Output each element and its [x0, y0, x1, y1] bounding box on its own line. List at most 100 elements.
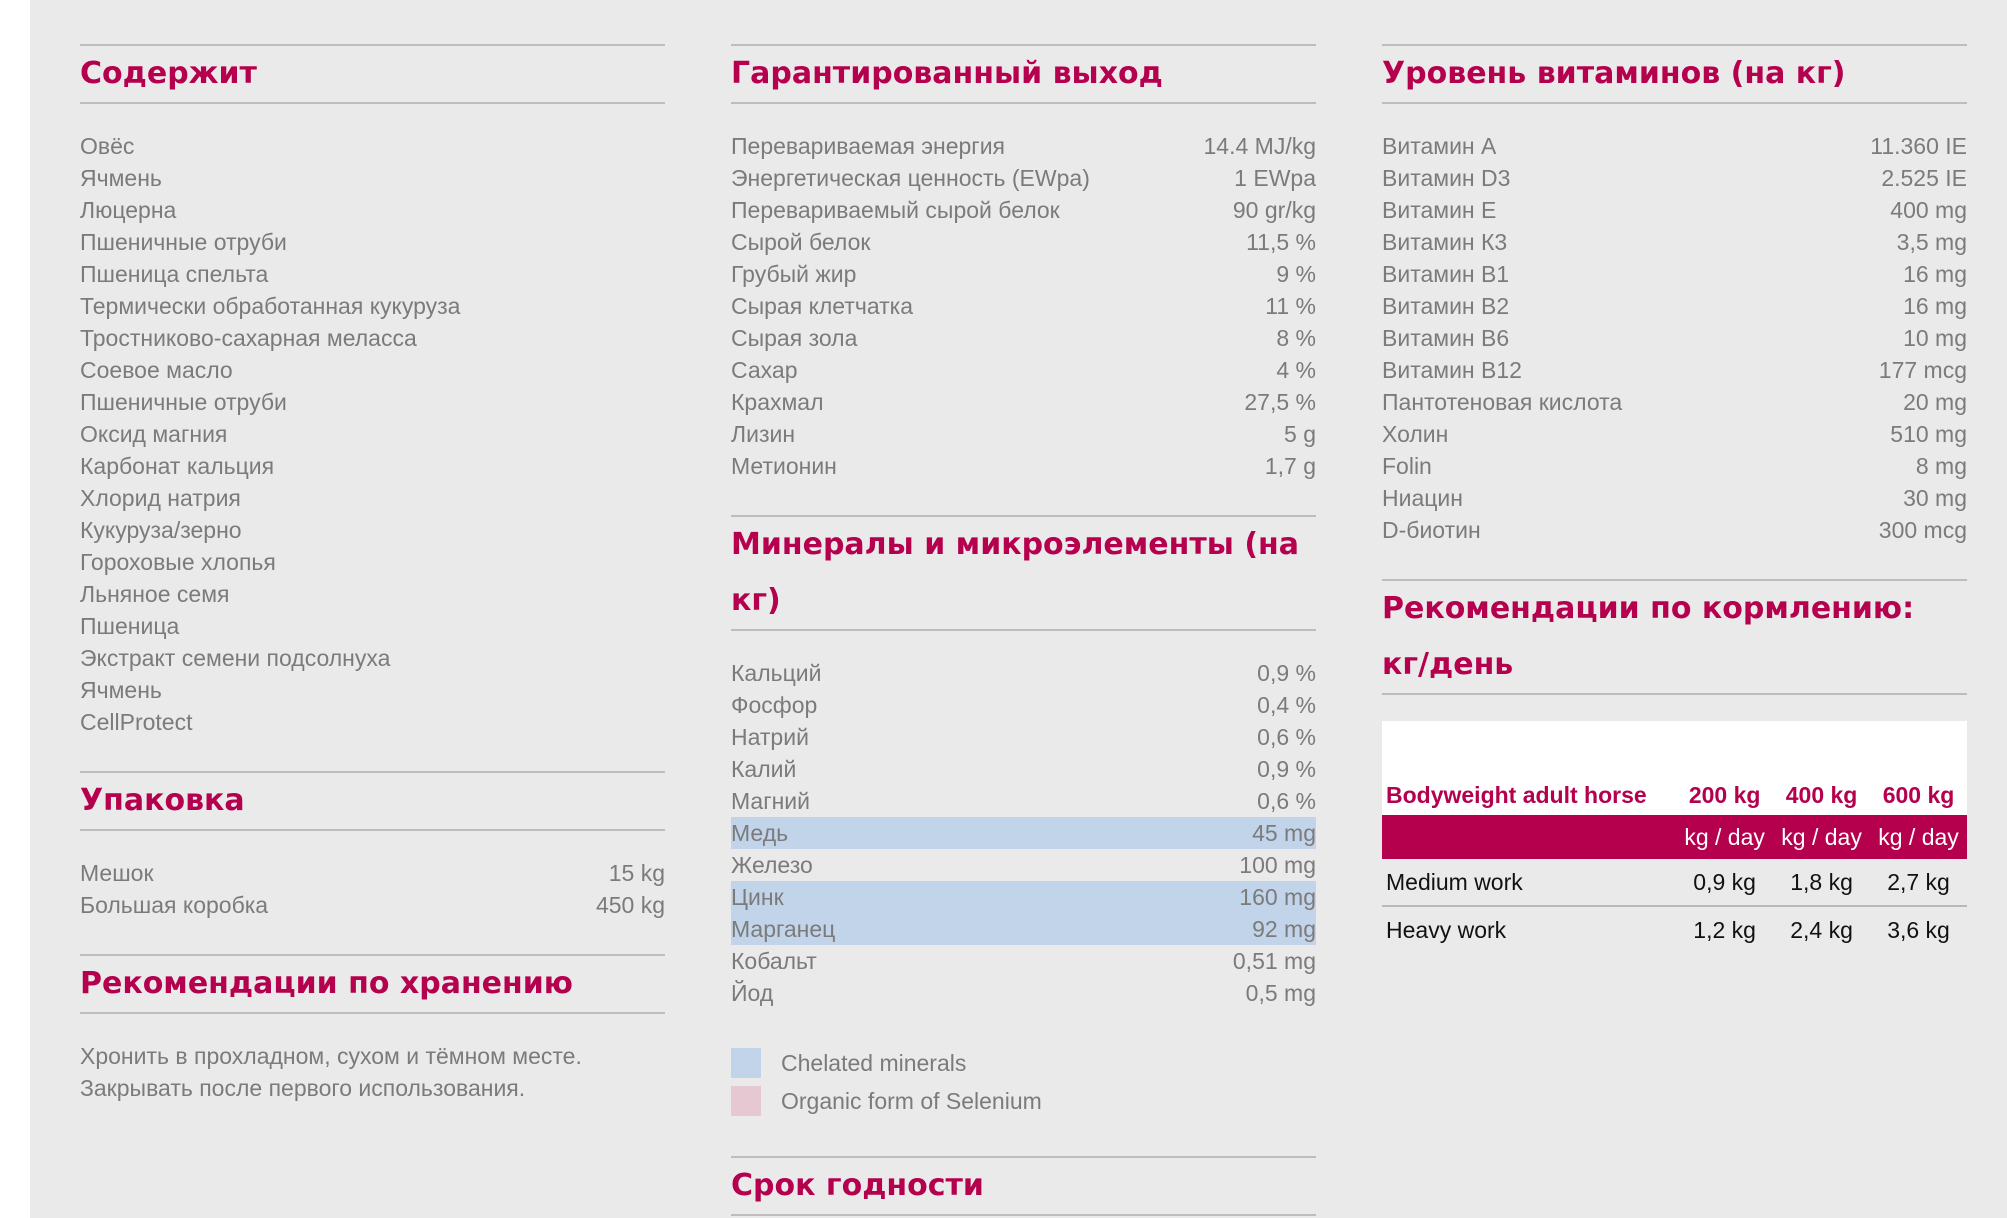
list-item: Оксид магния [80, 421, 228, 447]
row-value: 8 mg [1915, 452, 1967, 479]
minerals-title-line2: кг) [731, 583, 781, 618]
contains-list: Овёс Ячмень Люцерна Пшеничные отруби Пшеница… [80, 104, 665, 738]
row-label: Витамин В2 [1382, 292, 1510, 319]
row-value: 177 mcg [1878, 356, 1967, 383]
row-label: Folin [1382, 452, 1432, 479]
table-row: Крахмал 27,5 % [731, 386, 1316, 418]
row-label: Пантотеновая кислота [1382, 388, 1623, 415]
table-row: Калий 0,9 % [731, 753, 1316, 785]
table-row: Магний 0,6 % [731, 785, 1316, 817]
unit-label: kg / day [1773, 815, 1871, 859]
row-label: Энергетическая ценность (EWpa) [731, 164, 1090, 191]
table-row: Лизин 5 g [731, 418, 1316, 450]
storage-line: Хронить в прохладном, сухом и тёмном мес… [80, 1043, 582, 1069]
list-item: Пшеница спельта [80, 261, 269, 287]
row-label: Витамин В1 [1382, 260, 1510, 287]
guaranteed-title: Гарантированный выход [731, 46, 1316, 104]
row-value: 4 % [1276, 356, 1316, 383]
row-label: Лизин [731, 420, 796, 447]
storage-text: Хронить в прохладном, сухом и тёмном мес… [80, 1014, 665, 1104]
row-label: Большая коробка [80, 891, 269, 918]
table-row: Большая коробка 450 kg [80, 889, 665, 921]
packaging-section: Упаковка Мешок 15 kg Большая коробка 450 kg [80, 771, 665, 921]
column-left: Содержит Овёс Ячмень Люцерна Пшеничные отру… [80, 44, 665, 1104]
row-value: 0,9 % [1257, 659, 1316, 686]
guaranteed-section: Гарантированный выход Перевариваемая эне… [731, 44, 1316, 482]
row-value: 5 g [1284, 420, 1316, 447]
table-row: Пантотеновая кислота 20 mg [1382, 386, 1967, 418]
table-row: Цинк 160 mg [731, 881, 1316, 913]
row-label: Сахар [731, 356, 798, 383]
feed-amount: 3,6 kg [1870, 906, 1967, 953]
table-row: Витамин В6 10 mg [1382, 322, 1967, 354]
legend-swatch [731, 1086, 761, 1116]
list-item: Экстракт семени подсолнуха [80, 645, 391, 671]
packaging-title: Упаковка [80, 773, 665, 831]
table-row: Холин 510 mg [1382, 418, 1967, 450]
row-label: Витамин К3 [1382, 228, 1508, 255]
feeding-title-line1: Рекомендации по кормлению: [1382, 591, 1915, 626]
feeding-table-header: Bodyweight adult horse 200 kg 400 kg 600… [1382, 721, 1967, 815]
row-value: 2.525 IE [1881, 164, 1967, 191]
packaging-list: Мешок 15 kg Большая коробка 450 kg [80, 831, 665, 921]
row-value: 8 % [1276, 324, 1316, 351]
list-item: Льняное семя [80, 581, 230, 607]
row-label: Витамин В6 [1382, 324, 1510, 351]
minerals-legend: Chelated minerals Organic form of Seleniu… [731, 1009, 1316, 1120]
table-row: Перевариваемый сырой белок 90 gr/kg [731, 194, 1316, 226]
guaranteed-list: Перевариваемая энергия 14.4 MJ/kg Энергети… [731, 104, 1316, 482]
legend-item: Organic form of Selenium [731, 1082, 1316, 1120]
row-label: Витамин В12 [1382, 356, 1522, 383]
row-value: 45 mg [1252, 819, 1316, 846]
row-label: Медь [731, 819, 789, 846]
feeding-table: Bodyweight adult horse 200 kg 400 kg 600… [1382, 721, 1967, 953]
work-label: Heavy work [1382, 906, 1677, 953]
row-value: 90 gr/kg [1232, 196, 1316, 223]
row-label: Витамин А [1382, 132, 1497, 159]
work-label: Medium work [1382, 859, 1677, 907]
row-label: Магний [731, 787, 810, 814]
table-row: Ниацин 30 mg [1382, 482, 1967, 514]
row-value: 11,5 % [1246, 228, 1316, 255]
table-row: Фосфор 0,4 % [731, 689, 1316, 721]
minerals-list: Кальций 0,9 % Фосфор 0,4 % Натрий 0,6 % Калий 0… [731, 631, 1316, 1009]
list-item: CellProtect [80, 709, 193, 735]
table-row: Сырой белок 11,5 % [731, 226, 1316, 258]
weight-header: 200 kg [1688, 782, 1761, 808]
row-label: Железо [731, 851, 813, 878]
table-row: Марганец 92 mg [731, 913, 1316, 945]
row-label: Марганец [731, 915, 836, 942]
table-row: Сырая зола 8 % [731, 322, 1316, 354]
list-item: Кукуруза/зерно [80, 517, 242, 543]
contains-section: Содержит Овёс Ячмень Люцерна Пшеничные отру… [80, 44, 665, 738]
storage-line: Закрывать после первого использования. [80, 1075, 526, 1101]
table-row: Сахар 4 % [731, 354, 1316, 386]
row-label: Перевариваемый сырой белок [731, 196, 1060, 223]
feeding-unit-row: kg / day kg / day kg / day [1382, 815, 1967, 859]
legend-swatch [731, 1048, 761, 1078]
feed-amount: 0,9 kg [1676, 859, 1774, 907]
table-row: Витамин В1 16 mg [1382, 258, 1967, 290]
table-row: Medium work 0,9 kg 1,8 kg 2,7 kg [1382, 859, 1967, 907]
row-label: Витамин D3 [1382, 164, 1511, 191]
list-item: Люцерна [80, 197, 177, 223]
table-row: Витамин К3 3,5 mg [1382, 226, 1967, 258]
table-row: Folin 8 mg [1382, 450, 1967, 482]
row-label: Перевариваемая энергия [731, 132, 1006, 159]
row-value: 1 EWpa [1234, 164, 1316, 191]
row-label: Калий [731, 755, 797, 782]
column-right: Уровень витаминов (на кг) Витамин А 11.36… [1382, 44, 1967, 953]
table-row: Грубый жир 9 % [731, 258, 1316, 290]
shelf-life-section: Срок годности [731, 1156, 1316, 1216]
table-row: Железо 100 mg [731, 849, 1316, 881]
contains-title: Содержит [80, 46, 665, 104]
row-label: Фосфор [731, 691, 818, 718]
feed-amount: 1,2 kg [1676, 906, 1774, 953]
table-row: Перевариваемая энергия 14.4 MJ/kg [731, 130, 1316, 162]
list-item: Пшеница [80, 613, 180, 639]
feeding-title: Рекомендации по кормлению: кг/день [1382, 581, 1967, 695]
list-item: Соевое масло [80, 357, 233, 383]
table-row: Витамин В2 16 mg [1382, 290, 1967, 322]
row-value: 92 mg [1252, 915, 1316, 942]
row-value: 27,5 % [1244, 388, 1316, 415]
